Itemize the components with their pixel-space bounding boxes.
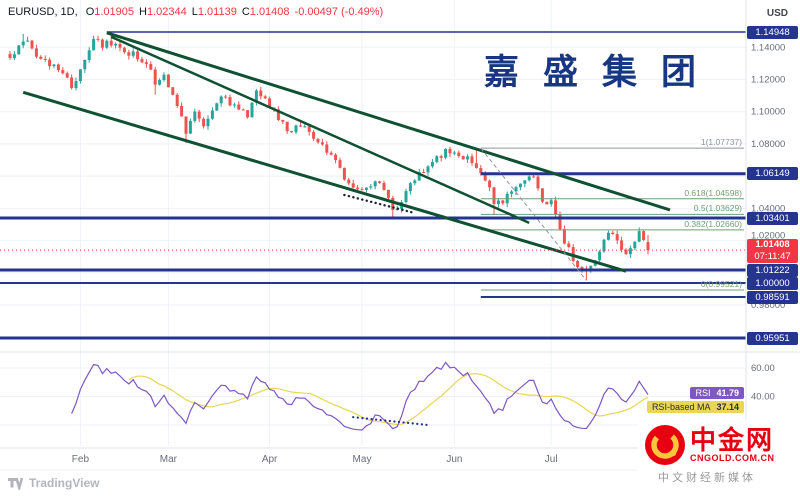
- tradingview-logo-icon: [8, 477, 23, 490]
- cngold-logo-icon: [645, 425, 685, 465]
- last-price-countdown: 07:11:47: [754, 251, 791, 262]
- symbol-title[interactable]: EURUSD, 1D,: [8, 6, 78, 18]
- fib-level-label: 1(1.07737): [700, 137, 742, 148]
- fib-level-label: 0.5(1.03629): [693, 203, 742, 214]
- price-level-badge: 1.06149: [747, 167, 798, 181]
- open-value: 1.01905: [94, 6, 135, 18]
- change-value: -0.00497 (-0.49%): [294, 6, 384, 18]
- cngold-name: 中金网: [690, 425, 775, 455]
- rsi-ma-value-badge: RSI-based MA 37.14: [646, 401, 744, 413]
- price-tick-label: 1.02000: [751, 231, 785, 242]
- month-label: Jul: [545, 454, 558, 465]
- high-value: 1.02344: [146, 6, 187, 18]
- fib-level-label: 0(0.99521): [700, 279, 742, 289]
- cngold-domain: CNGOLD.COM.CN: [690, 453, 775, 463]
- month-label: Jun: [446, 454, 462, 465]
- price-level-badge: 0.98591: [747, 290, 798, 304]
- rsi-indicator: [71, 361, 649, 431]
- fib-level-label: 0.618(1.04598): [684, 187, 742, 198]
- price-level-badge: 1.01222: [747, 263, 798, 277]
- month-label: Feb: [72, 454, 90, 465]
- tradingview-logo[interactable]: TradingView: [8, 476, 99, 490]
- low-value: 1.01139: [197, 6, 237, 18]
- rsi-trendline[interactable]: [352, 416, 430, 427]
- tradingview-logo-text: TradingView: [29, 476, 100, 490]
- time-axis[interactable]: Feb Mar Apr May Jun Jul: [72, 454, 558, 465]
- cngold-watermark: 中金网 CNGOLD.COM.CN 中文财经新媒体: [638, 420, 800, 494]
- rsi-label: RSI: [695, 388, 711, 398]
- price-level-badge: 1.00000: [747, 276, 798, 290]
- price-tick-label: 1.04000: [751, 203, 785, 214]
- price-axis-labels: 1.14000 1.12000 1.10000 1.08000 1.04000 1.020…: [751, 42, 785, 431]
- rsi-tick-label: 40.00: [751, 392, 775, 403]
- price-tick-label: 1.08000: [751, 139, 785, 150]
- price-level-badge: 1.03401: [747, 211, 798, 225]
- price-tick-label: 1.14000: [751, 42, 785, 53]
- symbol-legend: EURUSD, 1D, O1.01905 H1.02344 L1.01139 C1.01…: [8, 6, 383, 18]
- low-label: L: [191, 6, 198, 18]
- month-label: May: [353, 454, 372, 465]
- fib-level-label: 0.382(1.02660): [684, 218, 742, 229]
- price-tick-label: 1.10000: [751, 107, 785, 118]
- open-label: O: [85, 6, 95, 18]
- price-tick-label: 0.98000: [751, 300, 785, 311]
- watermark-text: 嘉盛集团: [484, 53, 721, 92]
- cngold-tagline: 中文财经新媒体: [658, 472, 756, 484]
- rsi-tick-label: 60.00: [751, 363, 775, 374]
- month-label: Mar: [160, 454, 178, 465]
- price-tick-label: 1.12000: [751, 75, 785, 86]
- currency-label: USD: [766, 8, 788, 19]
- fib-retracement[interactable]: [480, 147, 744, 291]
- rsi-value: 41.79: [716, 388, 739, 398]
- rsi-value-badge: RSI 41.79: [690, 387, 744, 399]
- price-level-badge: 1.14948: [747, 25, 798, 39]
- rsi-ma-label: RSI-based MA: [651, 402, 711, 412]
- last-price-badge: 1.01408 07:11:47: [747, 239, 798, 263]
- month-label: Apr: [262, 454, 278, 465]
- last-price-value: 1.01408: [755, 239, 790, 250]
- close-label: C: [241, 6, 250, 18]
- high-label: H: [139, 6, 147, 18]
- trendlines[interactable]: [22, 31, 671, 281]
- price-level-badge: 0.95951: [747, 331, 798, 345]
- rsi-ma-value: 37.14: [716, 402, 739, 412]
- close-value: 1.01408: [249, 6, 290, 18]
